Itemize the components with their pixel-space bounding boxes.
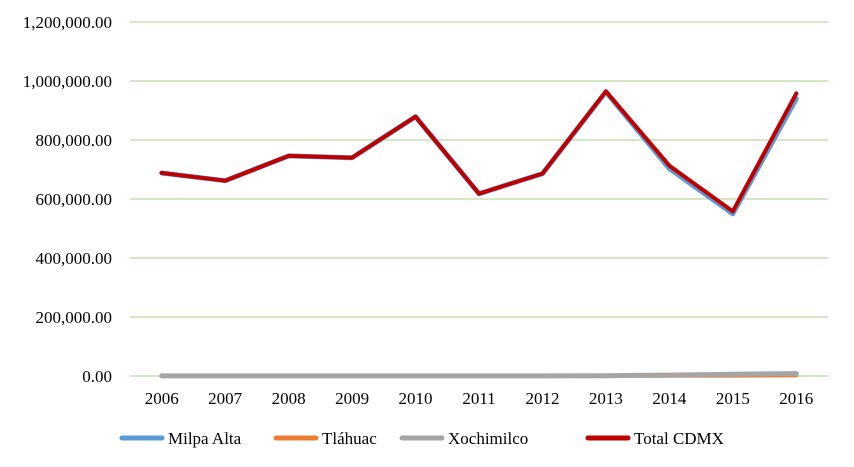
- y-tick-label: 200,000.00: [36, 308, 113, 327]
- legend-label: Xochimilco: [448, 429, 528, 448]
- x-tick-label: 2007: [208, 389, 243, 408]
- axes: 0.00 200,000.00 400,000.00 600,000.00 800,00…: [23, 13, 814, 408]
- x-tick-label: 2012: [525, 389, 559, 408]
- x-tick-label: 2010: [399, 389, 433, 408]
- y-tick-label: 800,000.00: [36, 131, 113, 150]
- x-tick-label: 2009: [335, 389, 369, 408]
- y-tick-label: 600,000.00: [36, 190, 113, 209]
- x-tick-label: 2013: [589, 389, 623, 408]
- legend-label: Milpa Alta: [168, 429, 242, 448]
- y-tick-label: 1,000,000.00: [23, 72, 112, 91]
- y-tick-label: 0.00: [82, 367, 112, 386]
- series-line-total-cdmx: [159, 89, 799, 214]
- legend-label: Total CDMX: [634, 429, 724, 448]
- x-tick-label: 2014: [652, 389, 687, 408]
- x-tick-label: 2008: [272, 389, 306, 408]
- x-tick-label: 2006: [145, 389, 179, 408]
- series-lines: [159, 89, 799, 379]
- x-tick-label: 2016: [779, 389, 813, 408]
- gridlines: [130, 21, 828, 377]
- series-line-xochimilco: [159, 371, 799, 379]
- y-tick-label: 1,200,000.00: [23, 13, 112, 32]
- y-tick-label: 400,000.00: [36, 249, 113, 268]
- legend-label: Tláhuac: [322, 429, 377, 448]
- legend: Milpa Alta Tláhuac Xochimilco Total CDMX: [119, 429, 724, 448]
- x-tick-label: 2015: [716, 389, 750, 408]
- x-tick-label: 2011: [462, 389, 495, 408]
